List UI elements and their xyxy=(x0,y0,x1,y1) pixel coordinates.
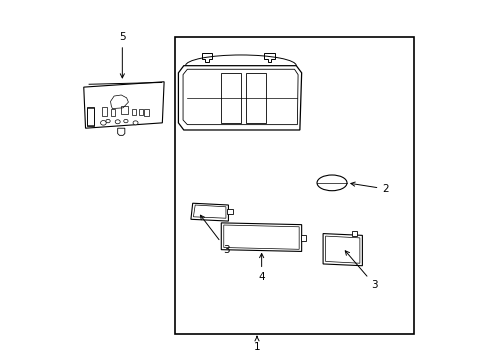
Ellipse shape xyxy=(101,121,106,125)
Polygon shape xyxy=(118,128,124,135)
Bar xyxy=(351,231,356,237)
Text: 5: 5 xyxy=(119,32,125,78)
Polygon shape xyxy=(201,53,212,62)
Bar xyxy=(246,73,265,123)
Bar xyxy=(221,73,241,123)
Text: 3: 3 xyxy=(200,215,229,255)
Polygon shape xyxy=(190,203,228,221)
Bar xyxy=(227,208,232,214)
Ellipse shape xyxy=(106,120,110,123)
Polygon shape xyxy=(323,234,362,266)
Bar xyxy=(144,109,148,116)
Bar xyxy=(132,109,135,114)
Bar xyxy=(102,107,107,116)
Bar xyxy=(300,235,305,242)
Text: 3: 3 xyxy=(345,251,377,291)
Bar xyxy=(110,109,115,116)
Polygon shape xyxy=(178,66,301,130)
Bar xyxy=(175,37,413,334)
Bar xyxy=(121,106,127,114)
Bar xyxy=(139,109,142,114)
Ellipse shape xyxy=(133,121,138,125)
Polygon shape xyxy=(221,223,301,251)
Polygon shape xyxy=(83,82,164,128)
Ellipse shape xyxy=(115,120,120,124)
Text: 2: 2 xyxy=(350,182,388,194)
Text: 4: 4 xyxy=(258,253,264,282)
Polygon shape xyxy=(264,53,274,62)
Bar xyxy=(87,108,94,125)
Ellipse shape xyxy=(123,120,128,123)
Text: 1: 1 xyxy=(253,336,260,352)
Ellipse shape xyxy=(316,175,346,191)
Bar xyxy=(86,107,94,126)
